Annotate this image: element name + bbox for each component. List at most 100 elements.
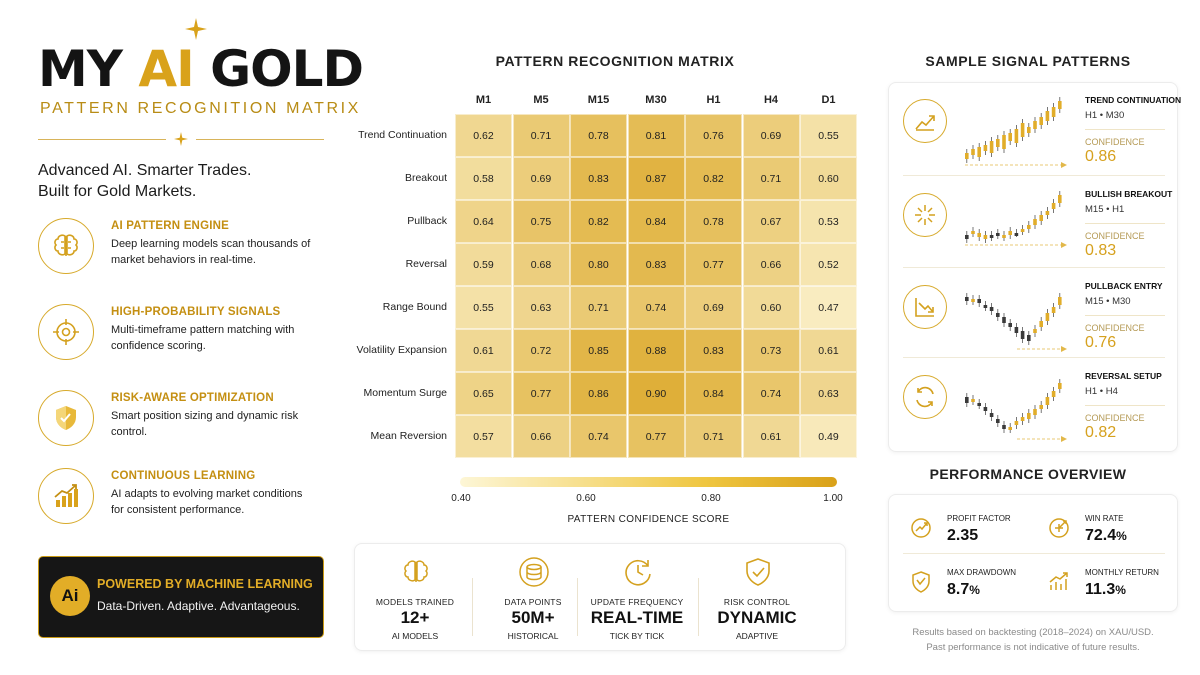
candle-body: [1045, 313, 1050, 321]
confidence-label: CONFIDENCE: [1085, 137, 1145, 147]
candle-body: [989, 141, 994, 153]
feature-high-probability-signals: HIGH-PROBABILITY SIGNALS Multi-timeframe…: [38, 304, 338, 374]
signal-divider: [1085, 405, 1165, 406]
signal-pullback-entry[interactable]: PULLBACK ENTRY M15 • M30 CONFIDENCE 0.76: [889, 269, 1179, 361]
feature-desc: Multi-timeframe pattern matching with co…: [111, 324, 295, 352]
feature-title: RISK-AWARE OPTIMIZATION: [111, 392, 274, 404]
heatmap-cell: 0.53: [800, 200, 857, 243]
matrix-column-header: M15: [587, 94, 610, 106]
candle-body: [996, 139, 1000, 147]
clock-icon: [625, 559, 651, 586]
signal-title: PULLBACK ENTRY: [1085, 281, 1163, 291]
shield-icon: [38, 390, 94, 446]
colorbar-tick: 0.40: [451, 493, 471, 504]
heatmap-cell: 0.75: [512, 200, 570, 243]
logo-subtitle: PATTERN RECOGNITION MATRIX: [40, 100, 361, 117]
machine-learning-banner: Ai POWERED BY MACHINE LEARNING Data-Driv…: [38, 556, 324, 638]
matrix-column-header: H1: [706, 94, 721, 106]
candle-body: [989, 307, 994, 311]
signal-reversal-setup[interactable]: REVERSAL SETUP H1 • H4 CONFIDENCE 0.82: [889, 359, 1179, 451]
feature-desc: AI adapts to evolving market conditions …: [111, 488, 303, 516]
growth-chart-icon: [38, 468, 94, 524]
perf-label: MONTHLY RETURN: [1085, 568, 1159, 577]
perf-value: 2.35: [947, 527, 979, 544]
trend-up-icon: [903, 99, 947, 143]
candle-body: [1027, 335, 1031, 341]
candle-body: [1020, 229, 1025, 232]
candle-body: [1058, 195, 1062, 203]
candle-body: [1014, 233, 1019, 236]
heatmap-cell: 0.87: [627, 157, 685, 200]
candle-body: [989, 235, 994, 238]
profit-icon: [911, 518, 931, 538]
candle-body: [971, 149, 975, 155]
signal-divider: [1085, 223, 1165, 224]
stat-risk-control: RISK CONTROL DYNAMIC ADAPTIVE: [699, 544, 815, 652]
candle-body: [971, 299, 975, 302]
disclaimer-line2: Past performance is not indicative of fu…: [926, 642, 1140, 653]
candle-body: [971, 399, 975, 402]
stat-models-trained: MODELS TRAINED 12+ AI MODELS: [357, 544, 473, 652]
signal-timeframes: H1 • H4: [1085, 386, 1118, 397]
heatmap-cell: 0.61: [800, 329, 857, 372]
colorbar-tick: 1.00: [823, 493, 843, 504]
heatmap-cell: 0.47: [800, 286, 857, 329]
matrix-row-label: Range Bound: [382, 301, 447, 313]
candle-body: [965, 153, 969, 159]
candle-body: [977, 233, 981, 237]
matrix-row-label: Volatility Expansion: [356, 344, 447, 356]
heatmap-cell: 0.63: [800, 372, 857, 415]
candle-body: [1039, 215, 1043, 221]
signal-trend-continuation[interactable]: TREND CONTINUATION H1 • M30 CONFIDENCE 0…: [889, 83, 1181, 175]
stat-sub: AI MODELS: [391, 631, 439, 641]
candle-body: [977, 299, 981, 303]
candle-body: [1002, 235, 1006, 238]
performance-panel: PROFIT FACTOR 2.35 WIN RATE 72.4% MAX DR…: [888, 494, 1178, 612]
pullback-icon: [903, 285, 947, 329]
matrix-row-label: Pullback: [407, 215, 447, 227]
heatmap-cell: 0.74: [742, 372, 800, 415]
candle-body: [1051, 203, 1056, 209]
matrix-column-header: M5: [533, 94, 549, 106]
stat-value: 12+: [400, 608, 430, 627]
candle-body: [1039, 405, 1043, 409]
candle-body: [1051, 391, 1056, 397]
candlestick-chart: [965, 191, 1067, 248]
signal-divider: [1085, 315, 1165, 316]
candle-body: [1045, 111, 1050, 121]
heatmap-cell: 0.65: [455, 372, 512, 415]
candle-body: [1008, 231, 1012, 235]
heatmap-cell: 0.72: [512, 329, 570, 372]
stat-sub: HISTORICAL: [507, 631, 559, 641]
confidence-value: 0.83: [1085, 242, 1117, 259]
stat-sub: ADAPTIVE: [735, 631, 779, 641]
confidence-colorbar: [460, 477, 837, 487]
matrix-row-label: Breakout: [404, 172, 447, 184]
row-divider: [903, 175, 1165, 176]
candle-body: [1045, 397, 1050, 405]
disclaimer-line1: Results based on backtesting (2018–2024)…: [912, 627, 1154, 638]
candle-body: [1002, 425, 1006, 429]
candle-body: [1008, 133, 1012, 141]
bar-growth-icon: [1049, 572, 1068, 590]
matrix-title: PATTERN RECOGNITION MATRIX: [495, 53, 735, 69]
signal-bullish-breakout[interactable]: BULLISH BREAKOUT M15 • H1 CONFIDENCE 0.8…: [889, 177, 1179, 269]
candle-body: [996, 419, 1000, 423]
candle-body: [1002, 317, 1006, 323]
perf-value: 72.4%: [1085, 527, 1127, 544]
heatmap-cell: 0.83: [570, 157, 627, 200]
heatmap-cell: 0.78: [570, 114, 627, 157]
heatmap-cell: 0.58: [455, 157, 512, 200]
heatmap-cell: 0.71: [742, 157, 800, 200]
brain-icon: [404, 560, 428, 582]
matrix-row-label: Reversal: [405, 258, 447, 270]
candle-body: [1014, 421, 1019, 425]
candle-body: [1058, 101, 1062, 109]
signal-timeframes: M15 • H1: [1085, 204, 1125, 215]
sparkle-icon: [185, 18, 207, 40]
candle-body: [983, 235, 988, 239]
candle-body: [983, 145, 988, 151]
drawdown-shield-icon: [912, 571, 930, 593]
target-icon: [38, 304, 94, 360]
logo-ai: AI: [138, 40, 194, 98]
